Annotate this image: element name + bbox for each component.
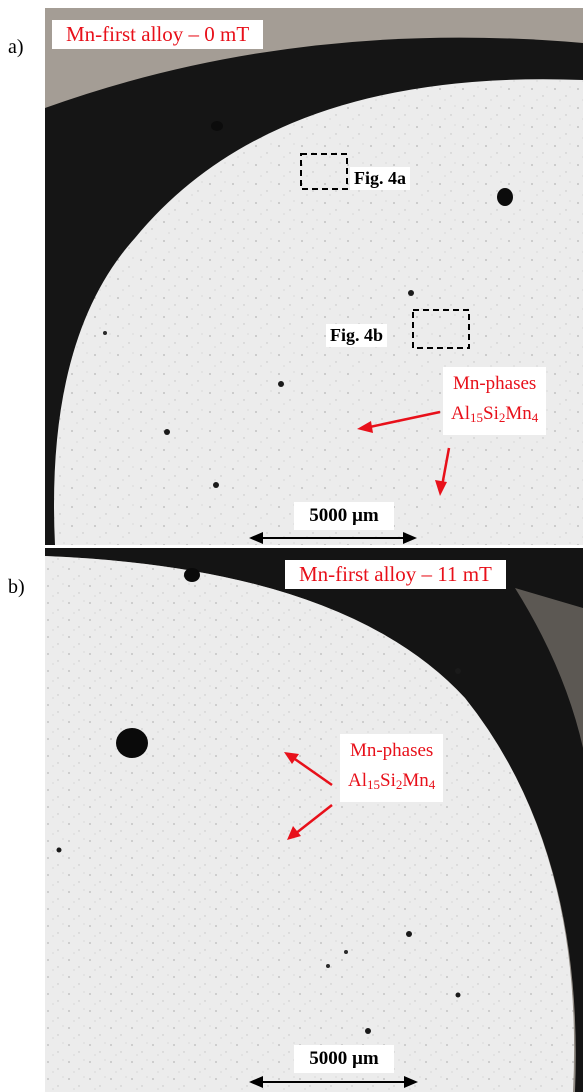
scale-bar-label-a: 5000 µm <box>294 502 394 530</box>
fig4a-region-box <box>300 153 348 190</box>
scale-bar-label-b: 5000 µm <box>294 1045 394 1073</box>
mn-phases-annotation-b: Mn-phases Al15Si2Mn4 <box>340 734 444 802</box>
micrograph-panel-b: Mn-first alloy – 11 mT Mn-phases Al15Si2… <box>45 548 583 1092</box>
panel-a-letter: a) <box>8 36 24 58</box>
mn-phases-annotation-a: Mn-phases Al15Si2Mn4 <box>443 367 547 435</box>
fig4b-label: Fig. 4b <box>326 324 388 347</box>
fig4b-region-box <box>412 309 470 349</box>
phase-formula: Al15Si2Mn4 <box>451 403 539 425</box>
mn-phases-label: Mn-phases <box>452 373 537 394</box>
fig4a-label: Fig. 4a <box>350 167 410 190</box>
mn-phases-label: Mn-phases <box>349 740 434 761</box>
phase-formula: Al15Si2Mn4 <box>348 770 436 792</box>
micrograph-panel-a: Mn-first alloy – 0 mT Fig. 4a Fig. 4b Mn… <box>45 8 583 545</box>
panel-b-letter: b) <box>8 576 25 598</box>
micrograph-a-image <box>45 8 583 545</box>
panel-b-title: Mn-first alloy – 11 mT <box>285 560 506 589</box>
micrograph-b-image <box>45 548 583 1092</box>
panel-a-title: Mn-first alloy – 0 mT <box>52 20 264 49</box>
